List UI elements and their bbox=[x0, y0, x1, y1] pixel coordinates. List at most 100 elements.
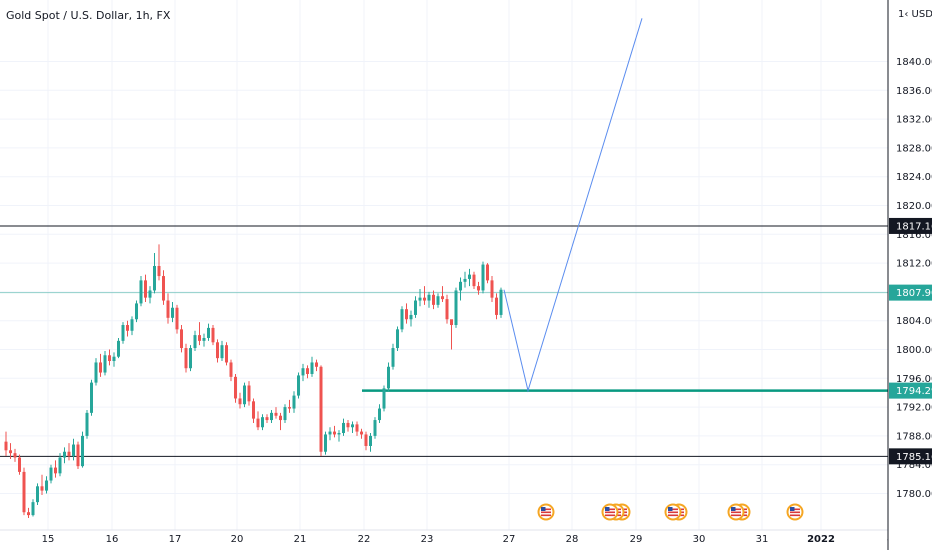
price-tick-label: 1840.00 bbox=[896, 57, 932, 68]
price-tick-label: 1780.00 bbox=[896, 489, 932, 500]
candle-body bbox=[117, 340, 120, 357]
horizontal-levels bbox=[0, 225, 888, 457]
candle-body bbox=[463, 278, 467, 282]
candle-body bbox=[454, 290, 458, 326]
candle-body bbox=[292, 395, 296, 409]
price-badge-label: 1794.29 bbox=[896, 386, 932, 397]
candle-body bbox=[54, 467, 57, 474]
price-axis[interactable]: 1780.00 1784.00 1788.00 1792.00 1796.00 1800.… bbox=[887, 0, 932, 550]
candle-body bbox=[139, 280, 143, 304]
candle-body bbox=[468, 274, 471, 279]
candle-body bbox=[216, 342, 219, 359]
price-tick-label: 1788.00 bbox=[896, 431, 932, 442]
candle-body bbox=[31, 502, 35, 516]
flag-stripe bbox=[731, 514, 741, 517]
candlestick-series bbox=[4, 244, 503, 518]
currency-label: 1‹ USD 0 bbox=[898, 9, 932, 20]
flag-stripe bbox=[790, 508, 800, 511]
candle-body bbox=[229, 362, 233, 377]
candle-body bbox=[355, 424, 359, 432]
candle-body bbox=[45, 480, 48, 491]
candle-body bbox=[499, 289, 503, 315]
flag-stripe bbox=[668, 508, 678, 511]
candle-body bbox=[256, 418, 260, 428]
flag-stripe bbox=[790, 514, 800, 517]
candle-body bbox=[441, 296, 444, 300]
flag-stripe bbox=[605, 508, 615, 511]
time-axis[interactable]: 15161720212223272829303120224 bbox=[0, 529, 932, 545]
projection-path bbox=[503, 18, 643, 393]
candle-body bbox=[351, 424, 354, 428]
candle-body bbox=[432, 294, 435, 305]
price-tick-label: 1804.00 bbox=[896, 316, 932, 327]
candle-body bbox=[175, 307, 179, 330]
candle-body bbox=[99, 362, 102, 373]
flag-canton bbox=[668, 507, 673, 511]
flag-stripe bbox=[731, 511, 741, 514]
candle-body bbox=[427, 294, 431, 301]
time-tick-label: 28 bbox=[566, 534, 579, 545]
candle-body bbox=[193, 335, 197, 349]
flag-stripe bbox=[731, 508, 741, 511]
price-tick-label: 1832.00 bbox=[896, 115, 932, 126]
symbol-title[interactable]: Gold Spot / U.S. Dollar, 1h, FX bbox=[6, 9, 171, 22]
candle-body bbox=[198, 335, 201, 341]
candle-body bbox=[445, 299, 449, 320]
candle-body bbox=[18, 457, 21, 472]
candle-body bbox=[81, 435, 84, 467]
candle-body bbox=[450, 319, 453, 326]
candle-body bbox=[243, 385, 246, 405]
candle-body bbox=[130, 319, 134, 331]
candle-body bbox=[9, 450, 12, 454]
price-badge-label: 1817.16 bbox=[896, 221, 932, 232]
candle-body bbox=[220, 345, 224, 359]
economic-event-icon bbox=[786, 503, 804, 521]
candle-body bbox=[171, 307, 174, 318]
candle-body bbox=[369, 435, 372, 446]
time-tick-label: 27 bbox=[503, 534, 516, 545]
candle-body bbox=[162, 276, 165, 301]
candle-body bbox=[387, 366, 390, 389]
price-tick-label: 1836.00 bbox=[896, 86, 932, 97]
price-badge bbox=[889, 217, 932, 234]
candle-body bbox=[103, 355, 107, 373]
candle-body bbox=[391, 348, 395, 367]
candle-body bbox=[234, 376, 237, 399]
candle-body bbox=[94, 362, 98, 383]
candle-body bbox=[324, 434, 327, 452]
candle-body bbox=[225, 345, 228, 363]
flag-stripe bbox=[605, 511, 615, 514]
candle-body bbox=[36, 486, 39, 503]
candle-body bbox=[40, 486, 44, 491]
candle-body bbox=[238, 398, 242, 405]
price-badge bbox=[889, 284, 932, 301]
flag-canton bbox=[605, 507, 610, 511]
candle-body bbox=[319, 366, 323, 452]
candle-body bbox=[405, 309, 408, 320]
price-tick-label: 1784.00 bbox=[896, 460, 932, 471]
candle-body bbox=[247, 385, 251, 402]
flag-stripe bbox=[668, 514, 678, 517]
candle-body bbox=[333, 431, 336, 435]
candle-body bbox=[328, 431, 332, 435]
candle-body bbox=[486, 264, 489, 281]
candle-body bbox=[490, 280, 494, 298]
price-tick-label: 1800.00 bbox=[896, 345, 932, 356]
time-tick-label: 15 bbox=[42, 534, 55, 545]
time-tick-label: 23 bbox=[421, 534, 434, 545]
price-badge-label: 1785.16 bbox=[896, 452, 932, 463]
candle-body bbox=[76, 444, 80, 467]
candle-body bbox=[477, 286, 480, 291]
price-badge-label: 1807.90 bbox=[896, 288, 932, 299]
time-tick-label: 30 bbox=[693, 534, 706, 545]
economic-event-icon bbox=[537, 503, 555, 521]
candle-body bbox=[126, 325, 129, 331]
projection-drawing[interactable] bbox=[503, 18, 643, 393]
candle-body bbox=[166, 300, 170, 318]
flag-canton bbox=[541, 507, 546, 511]
event-markers[interactable] bbox=[537, 503, 804, 521]
flag-stripe bbox=[541, 508, 551, 511]
price-tick-label: 1812.00 bbox=[896, 259, 932, 270]
price-tick-label: 1824.00 bbox=[896, 172, 932, 183]
